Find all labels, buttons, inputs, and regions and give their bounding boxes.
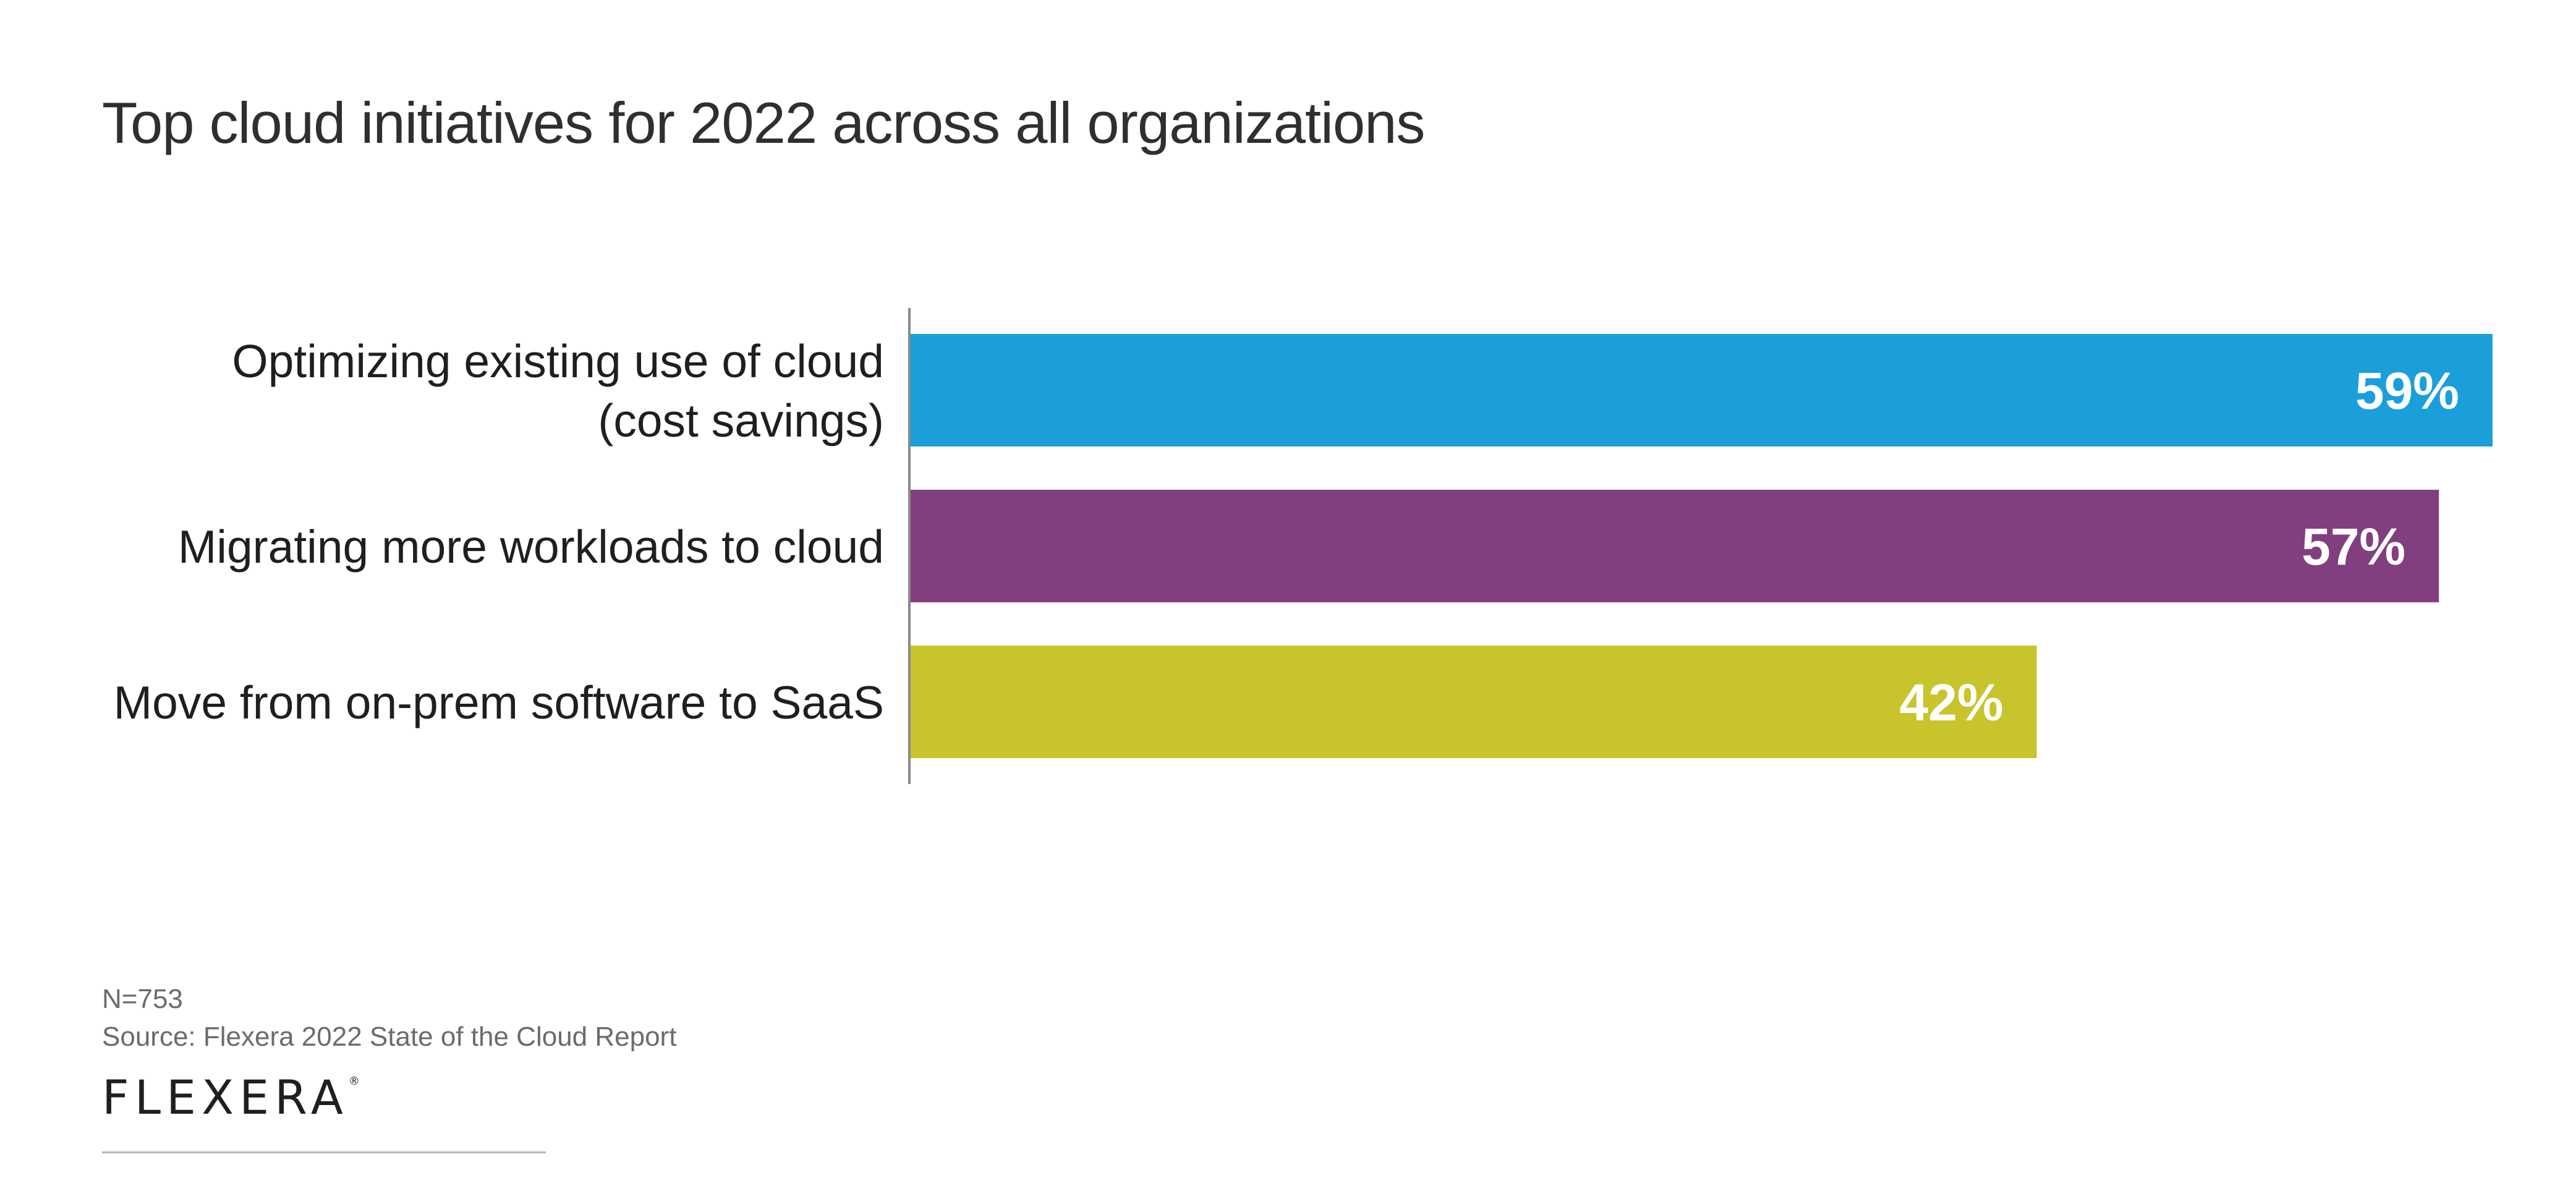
source-note: Source: Flexera 2022 State of the Cloud … (102, 1022, 677, 1052)
category-label-1-line-2: (cost savings) (598, 395, 884, 446)
bar-value-label-2: 57% (2302, 518, 2405, 576)
bars-layer: 59% Optimizing existing use of cloud (cost… (114, 334, 2493, 758)
trademark-symbol: ® (348, 1075, 360, 1088)
category-label-3: Move from on-prem software to SaaS (114, 677, 884, 728)
bar-2 (911, 490, 2439, 602)
footer-divider (102, 1151, 546, 1153)
bar-value-label-1: 59% (2355, 362, 2459, 420)
logo-wordmark: FLEXERA (102, 1070, 349, 1125)
bar-value-label-3: 42% (1900, 673, 2004, 732)
chart-title: Top cloud initiatives for 2022 across al… (102, 90, 1426, 155)
flexera-logo: FLEXERA® (102, 1070, 360, 1125)
bar-3 (911, 646, 2037, 758)
bar-1 (911, 334, 2493, 446)
footnote: N=753 Source: Flexera 2022 State of the … (102, 980, 676, 1056)
sample-size-note: N=753 (102, 984, 183, 1014)
category-label-1-line-1: Optimizing existing use of cloud (232, 335, 884, 387)
category-label-2: Migrating more workloads to cloud (178, 521, 884, 573)
